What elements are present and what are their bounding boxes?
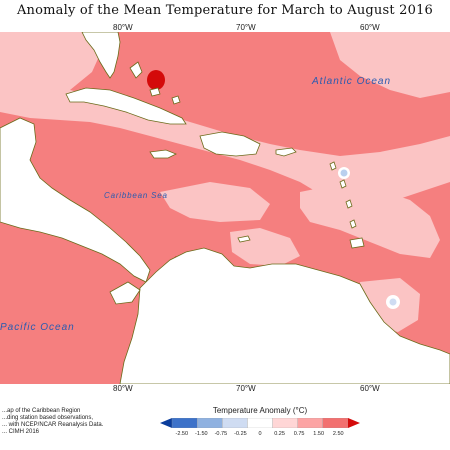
map-panel: Atlantic Ocean Caribbean Sea Pacific Oce… <box>0 32 450 384</box>
land-florida <box>81 32 121 79</box>
legend-swatch <box>196 418 223 428</box>
legend-tick-label: 0.25 <box>274 431 285 437</box>
legend-swatch <box>297 418 324 428</box>
anomaly-band-light-north <box>0 32 450 207</box>
anomaly-cool-core-guyana <box>389 298 397 306</box>
anomaly-band-light-east <box>300 184 440 258</box>
land-lesser-antilles-2 <box>339 179 347 189</box>
anomaly-map: Atlantic Ocean Caribbean Sea Pacific Oce… <box>0 32 450 384</box>
label-atlantic-ocean: Atlantic Ocean <box>311 76 391 87</box>
footer-line: ... with NCEP/NCAR Reanalysis Data. <box>2 422 104 428</box>
land-trinidad <box>349 237 365 249</box>
legend-swatch <box>171 418 198 428</box>
land-south-america <box>119 247 450 384</box>
anomaly-cool-core-lesser-antilles <box>340 169 348 177</box>
map-title: Anomaly of the Mean Temperature for Marc… <box>16 3 434 18</box>
land-lesser-antilles-3 <box>345 199 353 209</box>
landmasses <box>0 32 450 384</box>
land-bahamas-1 <box>129 61 143 79</box>
legend-tick-label: -0.75 <box>214 431 228 437</box>
lon-label-top-60w: 60°W <box>360 23 380 32</box>
legend-arrow-low <box>160 418 172 428</box>
legend-arrow-high <box>348 418 360 428</box>
legend-swatch <box>272 418 298 428</box>
land-hispaniola <box>199 131 261 157</box>
legend-tick-label: -1.50 <box>195 431 208 437</box>
lon-label-top-80w: 80°W <box>113 23 133 32</box>
anomaly-band-light-atlantic <box>330 32 450 98</box>
anomaly-hot-spot-bahamas <box>147 70 165 90</box>
land-cuba <box>65 87 187 125</box>
land-panama <box>109 281 141 305</box>
anomaly-band-light-central <box>160 182 270 222</box>
label-pacific-ocean: Pacific Ocean <box>0 322 75 333</box>
lon-label-bottom-70w: 70°W <box>236 384 256 393</box>
footer-line: ...ding station based observations, <box>2 415 94 421</box>
legend-tick-label: 0.75 <box>293 431 305 437</box>
land-puerto-rico <box>275 147 297 157</box>
legend-tick-label: 1.50 <box>313 431 325 437</box>
footer-line: ... CIMH 2016 <box>2 429 40 435</box>
legend-tick-label: -0.25 <box>234 431 247 437</box>
land-lesser-antilles-1 <box>329 161 337 171</box>
legend-color-bar <box>160 418 360 428</box>
legend-swatch <box>322 418 349 428</box>
legend-swatch <box>222 418 248 428</box>
legend-swatch <box>247 418 273 428</box>
land-central-america <box>0 117 151 283</box>
lon-label-bottom-80w: 80°W <box>113 384 133 393</box>
land-abc-islands <box>237 235 251 243</box>
land-bahamas-3 <box>171 95 181 105</box>
map-footer-notes: ...ap of the Caribbean Region ...ding st… <box>2 408 142 436</box>
land-lesser-antilles-4 <box>349 219 357 229</box>
label-caribbean-sea: Caribbean Sea <box>104 191 168 200</box>
land-bahamas-2 <box>149 87 161 97</box>
footer-line: ...ap of the Caribbean Region <box>2 408 81 414</box>
legend-tick-label: 2.50 <box>332 431 344 437</box>
lon-label-top-70w: 70°W <box>236 23 256 32</box>
legend-tick-label: -2.50 <box>175 431 189 437</box>
legend-tick-label: 0 <box>258 431 262 437</box>
lon-label-bottom-60w: 60°W <box>360 384 380 393</box>
land-jamaica <box>149 149 177 159</box>
legend-title: Temperature Anomaly (°C) <box>212 406 308 415</box>
